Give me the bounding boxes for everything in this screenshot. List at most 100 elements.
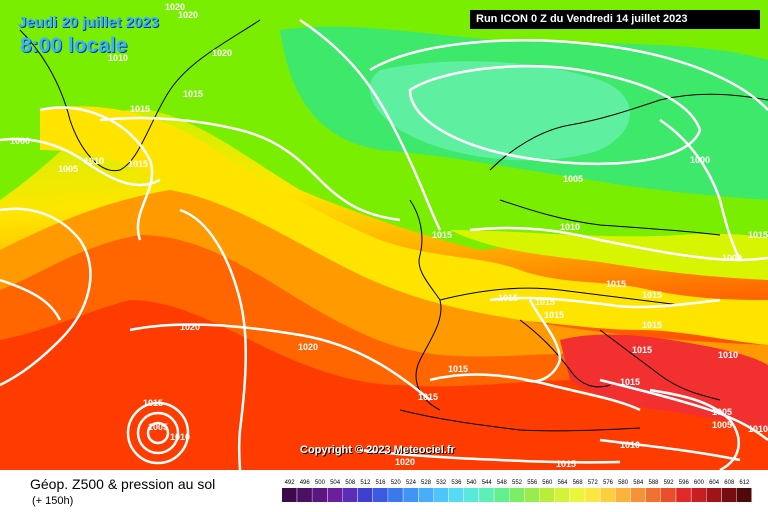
scale-tick-label: 548 xyxy=(497,480,508,486)
scale-tick-label: 504 xyxy=(330,480,341,486)
isobar-label: 1015 xyxy=(606,279,626,289)
isobar-label: 1015 xyxy=(448,364,468,374)
isobar-label: 1010 xyxy=(718,350,738,360)
isobar-label: 1005 xyxy=(712,407,732,417)
isobar-label: 1000 xyxy=(10,136,30,146)
scale-swatch xyxy=(418,488,434,502)
isobar-label: 1015 xyxy=(130,104,150,114)
scale-tick-label: 568 xyxy=(573,480,584,486)
scale-swatch xyxy=(479,488,494,502)
isobar-label: 1015 xyxy=(143,398,163,408)
isobar-label: 1005 xyxy=(712,420,732,430)
scale-swatch xyxy=(630,488,646,502)
isobar-label: 1015 xyxy=(544,310,564,320)
yellow-ridge xyxy=(40,106,768,345)
scale-tick-label: 608 xyxy=(724,480,735,486)
isobar-label: 1005 xyxy=(58,164,78,174)
scale-swatch xyxy=(403,488,418,502)
isobar-label: 1015 xyxy=(498,293,518,303)
forecast-time: 8:00 locale xyxy=(20,34,128,57)
legend-subtitle: (+ 150h) xyxy=(32,495,74,507)
legend-title: Géop. Z500 & pression au sol xyxy=(30,476,216,492)
isobar-label: 1010 xyxy=(108,53,128,63)
isobar-label: 1005 xyxy=(563,174,583,184)
isobar-label: 1010 xyxy=(560,222,580,232)
isobar-label: 1015 xyxy=(418,392,438,402)
isobar-label: 1015 xyxy=(183,89,203,99)
scale-tick-label: 520 xyxy=(391,480,402,486)
scale-swatch xyxy=(539,488,555,502)
scale-tick-label: 512 xyxy=(360,480,371,486)
isobar-label: 1020 xyxy=(180,322,200,332)
isobar-label: 1015 xyxy=(535,297,555,307)
scale-tick-label: 560 xyxy=(542,480,553,486)
scale-swatch xyxy=(342,488,358,502)
scale-tick-label: 528 xyxy=(421,480,432,486)
weather-map: 1020 1020 1020 1010 1015 1015 1000 1010 … xyxy=(0,0,768,470)
scale-tick-label: 492 xyxy=(285,480,296,486)
scale-tick-label: 584 xyxy=(633,480,644,486)
isobar-label: 1020 xyxy=(395,457,415,467)
scale-swatch xyxy=(524,488,540,502)
scale-swatch xyxy=(312,488,327,502)
scale-swatch xyxy=(282,488,297,502)
scale-tick-label: 536 xyxy=(451,480,462,486)
isobar-label: 1015 xyxy=(556,459,576,469)
teal-zone xyxy=(369,61,630,161)
scale-swatch xyxy=(570,488,585,502)
scale-swatch xyxy=(509,488,525,502)
isobar-label: 1010 xyxy=(748,424,768,434)
scale-swatch xyxy=(585,488,600,502)
scale-tick-label: 532 xyxy=(436,480,447,486)
scale-tick-label: 556 xyxy=(527,480,538,486)
scale-tick-label: 580 xyxy=(618,480,629,486)
isobar-label: 1020 xyxy=(178,10,198,20)
scale-tick-label: 604 xyxy=(709,480,720,486)
scale-tick-label: 592 xyxy=(664,480,675,486)
isobars xyxy=(0,18,768,470)
coastlines xyxy=(19,19,768,432)
red-zone xyxy=(0,300,768,470)
scale-swatch xyxy=(297,488,312,502)
scale-swatch xyxy=(676,488,691,502)
isobar-label: 1000 xyxy=(690,155,710,165)
scale-swatch xyxy=(600,488,616,502)
isobar-label: 1010 xyxy=(170,432,190,442)
scale-swatch xyxy=(494,488,509,502)
legend-bar: Géop. Z500 & pression au sol (+ 150h) 49… xyxy=(0,470,768,512)
isobar-label: 1005 xyxy=(148,422,168,432)
scale-swatch xyxy=(661,488,676,502)
scale-swatch xyxy=(554,488,570,502)
scale-tick-label: 600 xyxy=(694,480,705,486)
scale-tick-label: 564 xyxy=(557,480,568,486)
copyright-notice: Copyright © 2023 Meteociel.fr xyxy=(300,444,455,456)
isobar-label: 1015 xyxy=(620,377,640,387)
scale-tick-label: 572 xyxy=(588,480,599,486)
scale-swatch xyxy=(463,488,479,502)
scale-swatch xyxy=(721,488,737,502)
scale-swatch xyxy=(373,488,388,502)
scale-swatch xyxy=(645,488,661,502)
isobar-labels: 1020 1020 1020 1010 1015 1015 1000 1010 … xyxy=(10,2,768,469)
forecast-date: Jeudi 20 juillet 2023 xyxy=(18,14,159,31)
scale-tick-label: 596 xyxy=(679,480,690,486)
isobar-label: 1015 xyxy=(748,230,768,240)
scale-swatch xyxy=(736,488,752,502)
isobar-label: 1020 xyxy=(165,2,185,12)
scale-swatch xyxy=(691,488,707,502)
scale-swatch xyxy=(706,488,722,502)
isobar-label: 1010 xyxy=(84,156,104,166)
isobar-label: 1010 xyxy=(620,440,640,450)
isobar-label: 1000 xyxy=(722,253,742,263)
scale-swatch xyxy=(327,488,343,502)
color-scale: 492 496 500 504 508 512 516 520 524 528 532 536 540 5… xyxy=(282,480,752,502)
scale-swatch xyxy=(388,488,403,502)
scale-tick-label: 552 xyxy=(512,480,523,486)
scale-swatch xyxy=(448,488,464,502)
scale-swatch xyxy=(433,488,449,502)
isobar-label: 1015 xyxy=(642,320,662,330)
scale-tick-label: 612 xyxy=(739,480,750,486)
scale-tick-label: 544 xyxy=(482,480,493,486)
scale-tick-label: 500 xyxy=(315,480,326,486)
greenyellow-zone xyxy=(450,230,768,280)
